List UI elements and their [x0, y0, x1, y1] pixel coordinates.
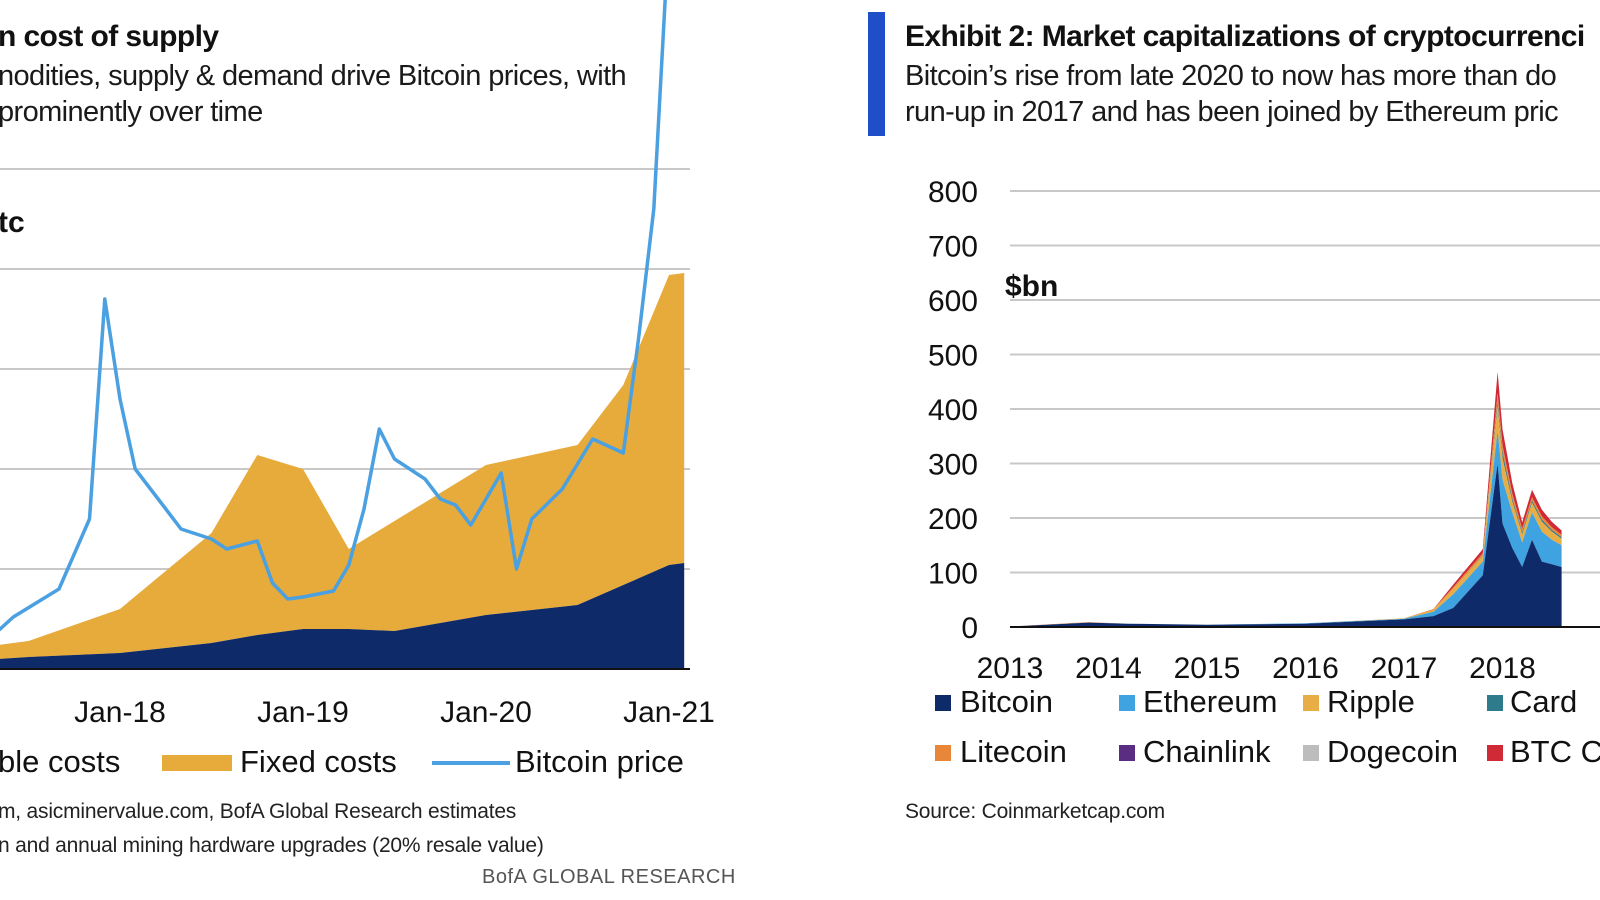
legend-fixed-costs-swatch: [162, 755, 232, 771]
right-y-tick-label: 800: [928, 176, 978, 209]
bofa-global-research-brand: BofA GLOBAL RESEARCH: [482, 866, 736, 888]
right-chart-subtitle-1: Bitcoin’s rise from late 2020 to now has…: [905, 60, 1557, 92]
right-y-tick-label: 500: [928, 340, 978, 373]
legend-bitcoin-price-swatch: [432, 761, 510, 765]
legend-bitcoin-swatch: [935, 695, 951, 711]
right-x-tick-label: 2013: [977, 652, 1044, 685]
left-source-note-1: m, asicminervalue.com, BofA Global Resea…: [0, 800, 517, 823]
left-chart-subtitle-1: nodities, supply & demand drive Bitcoin …: [0, 60, 627, 92]
right-x-tick-label: 2018: [1469, 652, 1536, 685]
legend-ripple-swatch: [1303, 695, 1319, 711]
legend-btc-cash-label: BTC C: [1510, 734, 1600, 769]
right-x-tick-label: 2016: [1272, 652, 1339, 685]
right-y-tick-label: 400: [928, 394, 978, 427]
right-y-tick-label: 200: [928, 503, 978, 536]
legend-chainlink-swatch: [1119, 745, 1135, 761]
left-chart-title: n cost of supply: [0, 20, 219, 53]
legend-ethereum-swatch: [1119, 695, 1135, 711]
legend-litecoin-label: Litecoin: [960, 734, 1067, 769]
exhibit-accent-bar: [868, 12, 885, 136]
right-chart-unit: $bn: [1005, 270, 1059, 303]
right-y-tick-label: 700: [928, 231, 978, 264]
legend-cardano-swatch: [1487, 695, 1503, 711]
left-x-tick-label: Jan-20: [440, 696, 532, 729]
right-source-note: Source: Coinmarketcap.com: [905, 800, 1165, 823]
legend-variable-costs-label: ble costs: [0, 744, 121, 779]
left-source-note-2: n and annual mining hardware upgrades (2…: [0, 834, 544, 857]
left-chart-unit: tc: [0, 206, 25, 239]
right-x-tick-label: 2014: [1075, 652, 1142, 685]
right-y-tick-label: 0: [961, 612, 978, 645]
left-x-tick-label: Jan-19: [257, 696, 349, 729]
left-x-tick-label: Jan-18: [74, 696, 166, 729]
left-variable-costs-area: [0, 563, 685, 669]
right-y-tick-label: 300: [928, 449, 978, 482]
right-y-tick-label: 600: [928, 285, 978, 318]
right-y-tick-label: 100: [928, 558, 978, 591]
legend-ripple-label: Ripple: [1327, 684, 1415, 719]
legend-bitcoin-label: Bitcoin: [960, 684, 1054, 719]
legend-dogecoin-label: Dogecoin: [1327, 734, 1458, 769]
right-x-tick-label: 2017: [1371, 652, 1438, 685]
legend-chainlink-label: Chainlink: [1143, 734, 1271, 769]
left-fixed-costs-area: [0, 273, 685, 659]
left-bitcoin-price-line: [0, 0, 667, 632]
legend-cardano-label: Card: [1510, 684, 1578, 719]
legend-fixed-costs-label: Fixed costs: [240, 744, 397, 779]
legend-ethereum-label: Ethereum: [1143, 684, 1278, 719]
left-x-tick-label: Jan-21: [623, 696, 715, 729]
right-area-bitcoin: [1010, 463, 1562, 627]
legend-litecoin-swatch: [935, 745, 951, 761]
right-chart-subtitle-2: run-up in 2017 and has been joined by Et…: [905, 96, 1559, 128]
legend-bitcoin-price-label: Bitcoin price: [515, 744, 684, 779]
right-x-tick-label: 2015: [1174, 652, 1241, 685]
right-chart-title: Exhibit 2: Market capitalizations of cry…: [905, 20, 1585, 53]
left-chart-subtitle-2: prominently over time: [0, 96, 263, 128]
legend-dogecoin-swatch: [1303, 745, 1319, 761]
legend-btc-cash-swatch: [1487, 745, 1503, 761]
